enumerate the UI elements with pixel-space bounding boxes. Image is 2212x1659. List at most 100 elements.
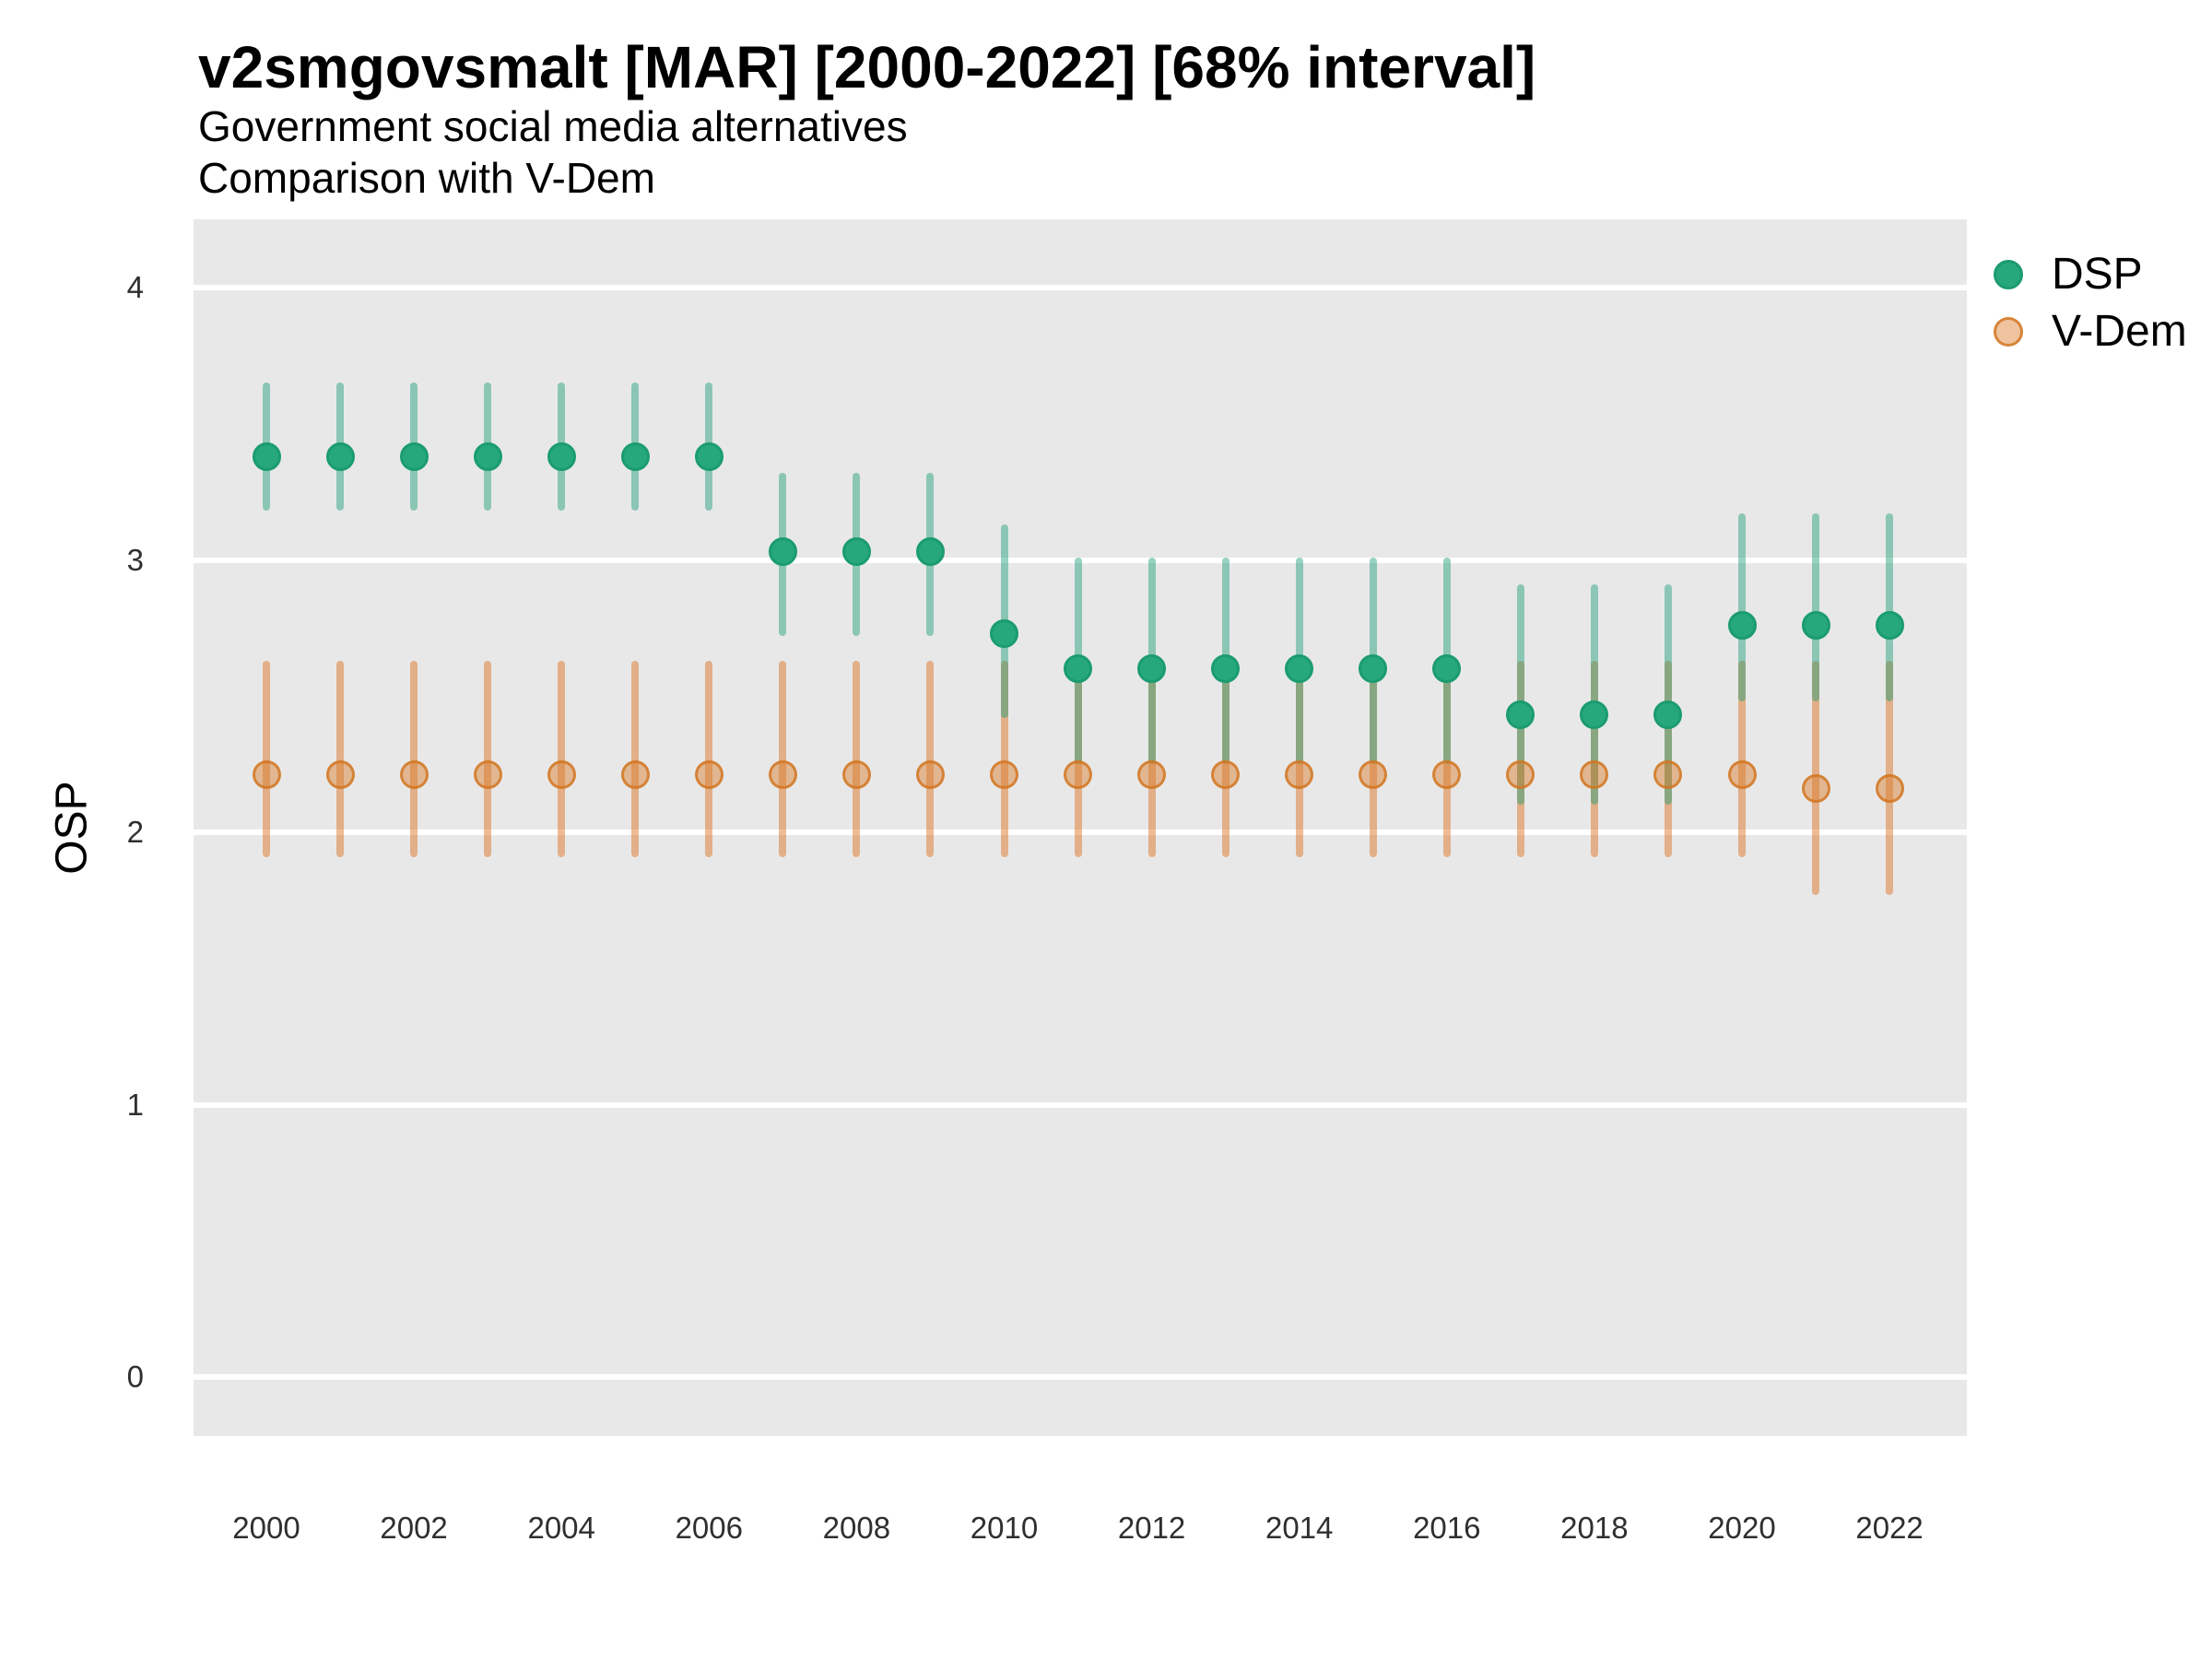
dsp-point-2003	[473, 441, 502, 471]
v-dem-point-2000	[252, 760, 281, 790]
v-dem-point-2012	[1137, 760, 1167, 790]
v-dem-point-2013	[1211, 760, 1241, 790]
v-dem-interval-2010	[1000, 660, 1008, 857]
v-dem-point-2015	[1359, 760, 1388, 790]
v-dem-point-2011	[1064, 760, 1093, 790]
v-dem-point-2018	[1580, 760, 1609, 790]
v-dem-point-2005	[620, 760, 650, 790]
v-dem-interval-2018	[1590, 660, 1598, 857]
v-dem-point-2003	[473, 760, 502, 790]
v-dem-point-2007	[768, 760, 797, 790]
dsp-point-2013	[1211, 654, 1241, 684]
dsp-interval-2017	[1516, 584, 1524, 806]
v-dem-interval-2012	[1147, 660, 1156, 857]
dsp-point-2002	[399, 441, 429, 471]
x-tick-label-2004: 2004	[527, 1511, 595, 1545]
y-tick-label-0: 0	[126, 1359, 144, 1394]
v-dem-interval-2008	[853, 660, 861, 857]
v-dem-interval-2019	[1664, 660, 1672, 857]
x-tick-label-2000: 2000	[232, 1511, 300, 1545]
v-dem-interval-2017	[1516, 660, 1524, 857]
x-tick-label-2008: 2008	[822, 1511, 891, 1545]
x-tick-label-2010: 2010	[970, 1511, 1039, 1545]
dsp-point-2018	[1580, 700, 1609, 730]
dsp-point-2004	[547, 441, 576, 471]
v-dem-point-2016	[1432, 760, 1462, 790]
dsp-point-2009	[915, 537, 945, 567]
dsp-interval-2019	[1664, 584, 1672, 806]
v-dem-interval-2004	[558, 660, 566, 857]
legend-item-dsp: DSP	[1994, 253, 2187, 297]
dsp-point-2007	[768, 537, 797, 567]
v-dem-point-2009	[915, 760, 945, 790]
x-tick-label-2020: 2020	[1708, 1511, 1776, 1545]
v-dem-interval-2011	[1074, 660, 1082, 857]
dsp-point-2019	[1653, 700, 1683, 730]
v-dem-point-2008	[841, 760, 871, 790]
chart-title: v2smgovsmalt [MAR] [2000-2022] [68% inte…	[198, 34, 1536, 100]
v-dem-interval-2016	[1442, 660, 1451, 857]
x-tick-label-2012: 2012	[1117, 1511, 1186, 1545]
v-dem-point-2017	[1506, 760, 1535, 790]
dsp-point-2006	[694, 441, 724, 471]
x-tick-label-2006: 2006	[675, 1511, 743, 1545]
legend-swatch-vdem-icon	[1994, 317, 2023, 347]
gridline-y-4	[194, 285, 1967, 290]
dsp-point-2021	[1801, 610, 1830, 640]
y-tick-label-3: 3	[126, 542, 144, 577]
x-tick-label-2018: 2018	[1560, 1511, 1629, 1545]
v-dem-interval-2002	[410, 660, 418, 857]
legend-label-dsp: DSP	[2052, 250, 2143, 299]
v-dem-interval-2007	[779, 660, 787, 857]
v-dem-point-2010	[990, 760, 1018, 790]
y-tick-label-2: 2	[126, 815, 144, 849]
v-dem-interval-2014	[1295, 660, 1303, 857]
v-dem-point-2004	[547, 760, 576, 790]
v-dem-interval-2005	[631, 660, 640, 857]
legend-swatch-dsp-icon	[1994, 260, 2023, 289]
dsp-point-2016	[1432, 654, 1462, 684]
dsp-point-2017	[1506, 700, 1535, 730]
v-dem-interval-2009	[926, 660, 935, 857]
legend-label-vdem: V-Dem	[2052, 307, 2187, 356]
gridline-y-2	[194, 830, 1967, 835]
dsp-point-2015	[1359, 654, 1388, 684]
gridline-y-0	[194, 1374, 1967, 1380]
v-dem-interval-2013	[1221, 660, 1230, 857]
v-dem-point-2014	[1285, 760, 1314, 790]
y-tick-label-1: 1	[126, 1087, 144, 1122]
v-dem-point-2022	[1875, 774, 1904, 804]
gridline-y-1	[194, 1101, 1967, 1108]
v-dem-point-2006	[694, 760, 724, 790]
v-dem-point-2002	[399, 760, 429, 790]
v-dem-point-2021	[1801, 774, 1830, 804]
v-dem-interval-2020	[1738, 660, 1746, 857]
x-tick-label-2016: 2016	[1413, 1511, 1481, 1545]
dsp-point-2008	[841, 537, 871, 567]
dsp-point-2005	[620, 441, 650, 471]
dsp-point-2011	[1064, 654, 1093, 684]
dsp-point-2012	[1137, 654, 1167, 684]
dsp-point-2001	[325, 441, 355, 471]
x-tick-label-2002: 2002	[380, 1511, 448, 1545]
plot-panel	[194, 219, 1967, 1436]
v-dem-interval-2006	[705, 660, 713, 857]
x-tick-label-2014: 2014	[1265, 1511, 1334, 1545]
v-dem-interval-2015	[1369, 660, 1377, 857]
chart-subtitle-line1: Government social media alternatives	[198, 102, 908, 150]
dsp-point-2000	[252, 441, 281, 471]
chart-subtitle-line2: Comparison with V-Dem	[198, 154, 655, 202]
dsp-point-2022	[1875, 610, 1904, 640]
dsp-point-2010	[990, 618, 1018, 648]
v-dem-point-2001	[325, 760, 355, 790]
legend-item-vdem: V-Dem	[1994, 310, 2187, 354]
dsp-interval-2021	[1812, 513, 1820, 702]
gridline-y-3	[194, 557, 1967, 563]
dsp-interval-2022	[1886, 513, 1894, 702]
v-dem-interval-2000	[263, 660, 270, 857]
dsp-interval-2020	[1738, 513, 1746, 702]
dsp-point-2020	[1727, 610, 1757, 640]
x-tick-label-2022: 2022	[1855, 1511, 1924, 1545]
y-tick-label-4: 4	[126, 270, 144, 304]
